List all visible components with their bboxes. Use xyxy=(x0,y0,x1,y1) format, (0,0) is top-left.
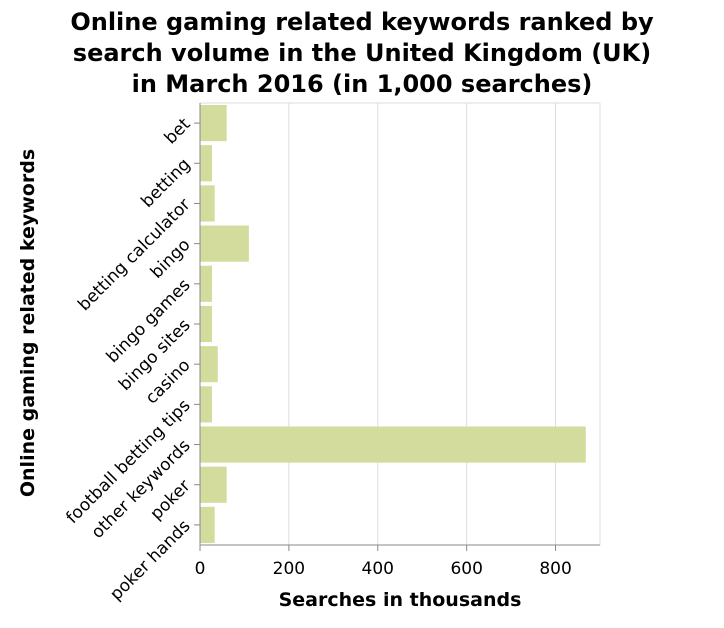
x-tick-label: 200 xyxy=(273,559,305,579)
bar xyxy=(200,225,249,262)
x-tick-labels: 0 200 400 600 800 xyxy=(195,545,572,579)
bar xyxy=(200,386,212,423)
bar xyxy=(200,346,218,383)
y-tick-label: poker hands xyxy=(106,516,194,604)
bar xyxy=(200,466,227,503)
chart-title-line: in March 2016 (in 1,000 searches) xyxy=(132,70,593,98)
x-tick-label: 800 xyxy=(539,559,571,579)
bar xyxy=(200,506,215,543)
bar xyxy=(200,305,212,343)
x-tick-label: 600 xyxy=(450,559,482,579)
chart-title-line: Online gaming related keywords ranked by xyxy=(70,8,654,36)
grid-lines xyxy=(200,102,601,545)
bar xyxy=(200,426,586,463)
x-tick-label: 0 xyxy=(195,559,206,579)
axes xyxy=(199,103,600,546)
x-tick-label: 400 xyxy=(362,559,394,579)
chart-title-line: search volume in the United Kingdom (UK) xyxy=(73,39,651,67)
y-tick-label: bet xyxy=(161,114,195,148)
bar xyxy=(200,265,212,302)
bar xyxy=(200,105,227,142)
bar xyxy=(200,145,212,182)
chart-title: Online gaming related keywords ranked by… xyxy=(70,8,654,98)
bar xyxy=(200,185,215,222)
y-axis-title: Online gaming related keywords xyxy=(17,149,39,497)
x-axis-title: Searches in thousands xyxy=(279,589,522,611)
bars xyxy=(200,105,586,543)
